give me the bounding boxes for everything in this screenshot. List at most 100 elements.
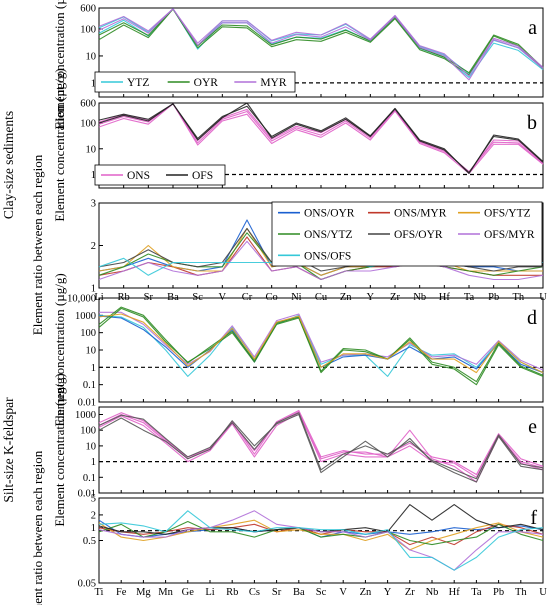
- y-axis-label: Element ratio between each region: [30, 154, 45, 335]
- legend-entry: ONS/OFS: [304, 250, 351, 262]
- series-line-d-5: [98, 313, 544, 374]
- series-line-d-0: [98, 314, 544, 377]
- panel-letter: f: [530, 507, 537, 529]
- series-line-f-6: [98, 510, 544, 571]
- x-tick-label: Pb: [493, 587, 504, 598]
- legend-box: [94, 71, 296, 93]
- legend-box: [271, 201, 543, 267]
- y-tick-label: 1: [91, 523, 96, 534]
- panel-letter: a: [528, 17, 537, 39]
- y-tick-label: 0.1: [83, 473, 96, 484]
- x-tick-label: Th: [515, 587, 527, 598]
- x-tick-label: Fe: [116, 587, 127, 598]
- legend-entry: OFS/YTZ: [484, 208, 531, 220]
- x-tick-label: Li: [205, 587, 214, 598]
- y-tick-label: 5: [91, 494, 96, 505]
- chart-panel-e: 0.01 0.1 1 10 100 1000 Element concentration (…: [52, 373, 544, 527]
- y-tick-label: 10: [86, 441, 97, 452]
- y-tick-label: 10: [86, 346, 97, 357]
- x-tick-label: Y: [384, 587, 392, 598]
- y-tick-label: 100: [80, 426, 96, 437]
- legend-entry: OFS/OYR: [394, 229, 443, 241]
- x-tick-label: Sc: [316, 587, 327, 598]
- series-line-a-4: [98, 8, 544, 81]
- x-tick-label: Ti: [95, 587, 104, 598]
- chart-panel-a: 1 10 100 600 Element concentration (µg/g) a YT…: [52, 0, 544, 130]
- y-tick-label: 1: [91, 457, 96, 468]
- x-tick-label: Ta: [471, 587, 482, 598]
- x-tick-label: Cs: [249, 587, 260, 598]
- plot-frame: [98, 406, 544, 494]
- x-tick-label: Hf: [449, 587, 461, 598]
- series-line-d-3: [98, 307, 544, 386]
- x-tick-label: V: [339, 587, 347, 598]
- y-tick-label: 2: [91, 510, 96, 521]
- series-line-a-5: [98, 8, 544, 77]
- series-line-e-3: [98, 413, 544, 483]
- y-tick-label: 1: [91, 78, 96, 89]
- x-tick-label: Mn: [158, 587, 173, 598]
- series-line-e-2: [98, 412, 544, 483]
- y-tick-label: 3: [91, 199, 96, 210]
- series-line-f-5: [98, 510, 544, 571]
- series-line-b-4: [98, 103, 544, 175]
- y-tick-label: 10: [86, 144, 97, 155]
- y-tick-label: 0.5: [83, 536, 96, 547]
- y-axis-label: Element concentration (µg/g): [52, 273, 67, 426]
- legend-entry: ONS/MYR: [394, 208, 447, 220]
- y-axis-label: Element concentration (µg/g): [52, 373, 67, 526]
- y-tick-label: 100: [80, 328, 96, 339]
- legend-entry: MYR: [260, 77, 287, 89]
- legend-box: [94, 164, 226, 186]
- series-line-e-0: [98, 411, 544, 478]
- y-tick-label: 1000: [75, 410, 96, 421]
- plot-frame: [98, 497, 544, 584]
- y-tick-label: 2: [91, 241, 96, 252]
- group-label-silt: Silt-size K-feldspar: [1, 397, 16, 503]
- y-axis-label: Element concentration (µg/g): [52, 0, 67, 130]
- x-tick-label: U: [539, 587, 547, 598]
- y-axis-label: Element concentration (µg/g): [52, 68, 67, 221]
- y-tick-label: 0.05: [78, 579, 96, 590]
- y-tick-label: 1: [91, 170, 96, 181]
- x-tick-label: Mg: [136, 587, 151, 598]
- y-tick-label: 0.01: [78, 489, 96, 500]
- legend-entry: ONS/OYR: [304, 208, 355, 220]
- x-tick-label: Nb: [426, 587, 439, 598]
- chart-panel-b: 1 10 100 600 Element concentration (µg/g) b ON…: [52, 68, 544, 222]
- panel-letter: b: [527, 112, 537, 134]
- series-line-f-2: [98, 519, 544, 551]
- y-tick-label: 1: [91, 284, 96, 295]
- x-tick-label: Rb: [226, 587, 238, 598]
- legend-entry: ONS/YTZ: [304, 229, 353, 241]
- panel-letter: d: [527, 307, 537, 329]
- y-tick-label: 10: [86, 51, 97, 62]
- y-tick-label: 0.1: [83, 380, 96, 391]
- y-tick-label: 600: [80, 99, 96, 110]
- x-tick-label: Zr: [405, 587, 415, 598]
- y-axis-label: Element ratio between each region: [30, 450, 45, 605]
- y-tick-label: 100: [80, 119, 96, 130]
- group-label-clay: Clay-size sediments: [1, 111, 16, 219]
- series-line-e-4: [98, 412, 544, 480]
- y-tick-label: 1000: [75, 311, 96, 322]
- x-tick-label: Sr: [272, 587, 282, 598]
- series-line-c-5: [98, 240, 544, 281]
- series-line-d-4: [98, 306, 544, 383]
- panel-letter: e: [528, 416, 537, 438]
- x-tick-label: Ge: [182, 587, 195, 598]
- y-tick-label: 600: [80, 4, 96, 15]
- legend-entry: ONS: [127, 170, 150, 182]
- y-tick-label: 1: [91, 363, 96, 374]
- legend-entry: OFS: [192, 170, 213, 182]
- legend-entry: YTZ: [127, 77, 149, 89]
- series-line-e-1: [98, 409, 544, 476]
- y-tick-label: 10,000: [67, 294, 96, 305]
- y-tick-label: 0.01: [78, 398, 96, 409]
- legend-entry: OYR: [194, 77, 219, 89]
- x-tick-label: Ba: [293, 587, 305, 598]
- y-tick-label: 100: [80, 24, 96, 35]
- series-line-f-3: [98, 520, 544, 546]
